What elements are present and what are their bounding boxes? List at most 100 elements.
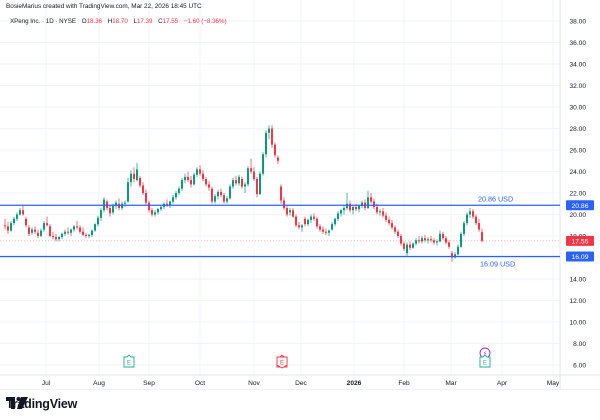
- candle: [316, 216, 318, 229]
- candle: [253, 167, 255, 182]
- candlestick-chart[interactable]: 38.00 36.00 34.00 32.00 30.00 28.00 26.00 24.00…: [0, 0, 600, 390]
- candle: [340, 209, 342, 217]
- candle: [427, 237, 429, 244]
- close-value: 17.55: [162, 18, 179, 25]
- candle: [55, 233, 57, 242]
- candle: [88, 233, 90, 239]
- candle: [385, 212, 387, 223]
- candle: [397, 229, 399, 239]
- candle: [97, 215, 99, 227]
- candle: [175, 190, 177, 200]
- candle: [13, 216, 15, 226]
- candle: [226, 196, 228, 204]
- dividend-icon[interactable]: ⚡: [479, 347, 491, 359]
- candle: [73, 225, 75, 232]
- candle: [169, 200, 171, 209]
- candle: [439, 230, 441, 243]
- candle: [331, 222, 333, 231]
- candle: [277, 155, 279, 164]
- candle: [361, 200, 363, 209]
- high-label: H: [107, 18, 113, 25]
- candle: [181, 177, 183, 191]
- candle: [370, 193, 372, 204]
- candle: [388, 216, 390, 226]
- high-value: 18.70: [112, 18, 128, 25]
- candle: [202, 170, 204, 182]
- candle: [442, 231, 444, 241]
- x-tick-label: Mar: [445, 380, 457, 387]
- candle: [292, 208, 294, 218]
- level-price-tag-text: 20.86: [571, 203, 588, 210]
- candle: [193, 172, 195, 186]
- candle: [457, 244, 459, 256]
- candle: [391, 219, 393, 230]
- candle: [349, 200, 351, 213]
- candle: [436, 239, 438, 246]
- candle: [478, 218, 480, 232]
- candle: [445, 236, 447, 245]
- candle: [217, 189, 219, 200]
- candle: [70, 228, 72, 236]
- candle: [154, 210, 156, 217]
- candle: [232, 177, 234, 189]
- last-price-tag-text: 17.55: [571, 238, 588, 245]
- candle: [199, 165, 201, 176]
- candle: [394, 225, 396, 234]
- svg-text:E: E: [127, 361, 131, 367]
- candle: [109, 204, 111, 217]
- y-tick-label: 12.00: [569, 298, 586, 305]
- candle: [163, 202, 165, 210]
- x-tick-label: Apr: [497, 380, 508, 387]
- tradingview-logo[interactable]: TradingView: [6, 397, 77, 411]
- candle: [421, 236, 423, 244]
- y-tick-label: 10.00: [569, 320, 586, 327]
- earnings-icon[interactable]: E: [479, 354, 491, 368]
- candle: [16, 212, 18, 221]
- y-tick-label: 32.00: [569, 83, 586, 90]
- candle: [190, 175, 192, 188]
- candle: [145, 189, 147, 205]
- candle: [211, 186, 213, 204]
- candle: [271, 125, 273, 148]
- candle: [151, 208, 153, 217]
- y-tick-label: 30.00: [569, 105, 586, 112]
- candle: [301, 224, 303, 232]
- tradingview-logo-icon: [6, 397, 28, 409]
- candle: [286, 204, 288, 217]
- candle: [37, 229, 39, 239]
- candle: [67, 227, 69, 235]
- y-tick-label: 14.00: [569, 277, 586, 284]
- candle: [19, 208, 21, 216]
- x-tick-label: Nov: [248, 380, 260, 387]
- candle: [295, 214, 297, 228]
- candle: [433, 238, 435, 245]
- candle: [400, 233, 402, 246]
- chart-area[interactable]: 38.00 36.00 34.00 32.00 30.00 28.00 26.00 24.00…: [0, 0, 600, 390]
- candle: [76, 220, 78, 230]
- candle: [250, 158, 252, 174]
- candle: [343, 205, 345, 215]
- candle: [307, 218, 309, 227]
- candle: [94, 223, 96, 232]
- candle: [358, 204, 360, 213]
- candle: [472, 209, 474, 219]
- x-tick-label: May: [547, 380, 560, 387]
- candle: [208, 181, 210, 191]
- candle: [58, 236, 60, 242]
- candle: [196, 167, 198, 177]
- candle: [415, 238, 417, 246]
- candle: [475, 214, 477, 226]
- y-tick-label: 8.00: [573, 341, 586, 348]
- svg-text:E: E: [483, 361, 487, 367]
- candle: [274, 142, 276, 158]
- candle: [304, 216, 306, 227]
- candle: [82, 227, 84, 236]
- candle: [322, 226, 324, 234]
- y-tick-label: 28.00: [569, 126, 586, 133]
- candle: [379, 209, 381, 216]
- level-label: 16.09 USD: [480, 260, 515, 269]
- candle: [280, 184, 282, 204]
- earnings-icon[interactable]: E: [276, 354, 288, 369]
- candle: [136, 162, 138, 182]
- earnings-icon[interactable]: E: [123, 354, 135, 368]
